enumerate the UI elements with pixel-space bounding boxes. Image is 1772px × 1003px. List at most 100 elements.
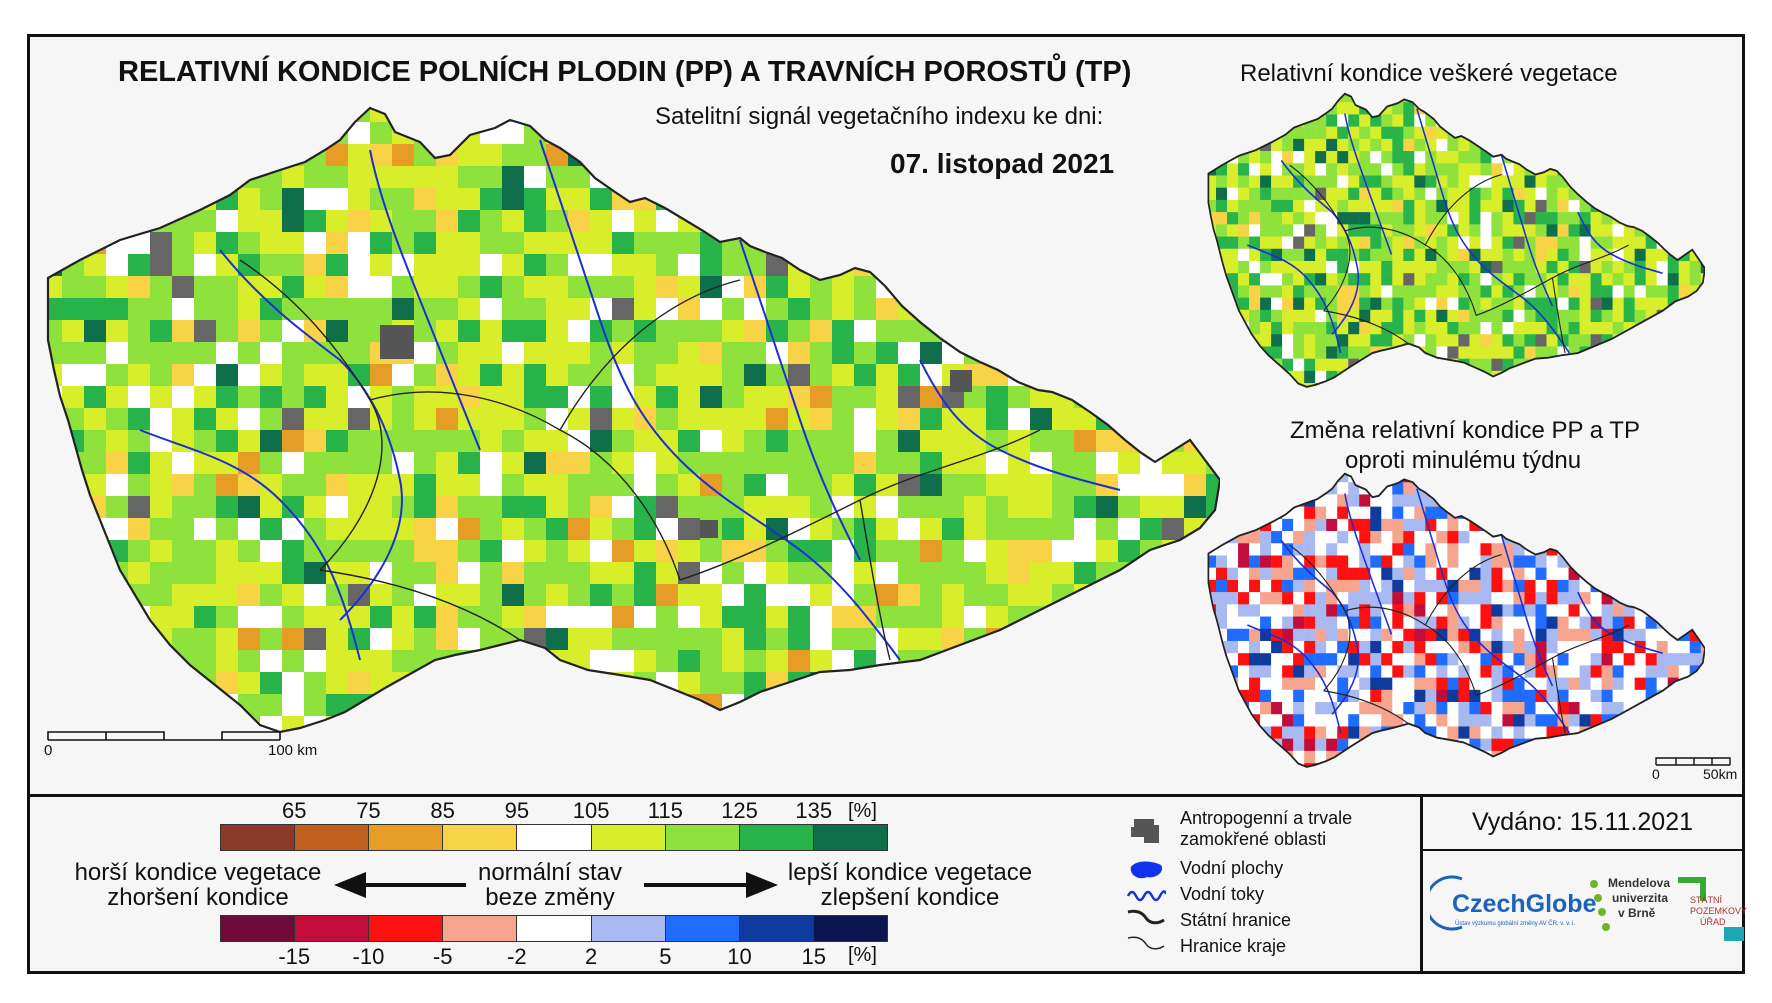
map-cell: [1359, 285, 1371, 298]
map-cell: [1293, 236, 1305, 249]
map-cell: [1458, 494, 1470, 507]
map-cell: [656, 628, 679, 651]
map-cell: [1162, 584, 1185, 607]
map-cell: [1524, 616, 1536, 629]
map-cell: [1271, 473, 1283, 483]
map-cell: [612, 108, 635, 123]
map-cell: [1271, 482, 1283, 495]
map-cell: [1502, 579, 1514, 593]
map-cell: [1337, 260, 1349, 274]
map-cell: [304, 716, 327, 732]
map-cell: [700, 342, 723, 365]
map-cell: [898, 562, 921, 585]
map-cell: [1326, 151, 1338, 164]
map-cell: [1052, 166, 1075, 189]
map-cell: [62, 364, 85, 387]
map-cell: [1425, 248, 1437, 262]
map-cell: [1162, 122, 1185, 145]
map-cell: [1271, 567, 1283, 581]
map-cell: [568, 628, 591, 651]
map-cell: [700, 254, 723, 277]
condition-swatch: [369, 825, 444, 850]
map-cell: [876, 232, 899, 255]
map-cell: [546, 364, 569, 387]
map-cell: [568, 540, 591, 563]
map-cell: [612, 518, 635, 541]
map-cell: [1260, 567, 1272, 581]
map-cell: [1052, 210, 1075, 233]
map-cell: [1414, 665, 1426, 678]
map-cell: [1436, 543, 1448, 556]
map-cell: [1052, 672, 1075, 695]
map-cell: [1216, 322, 1228, 335]
map-cell: [1667, 592, 1679, 605]
map-cell: [832, 672, 855, 695]
map-cell: [238, 232, 261, 255]
map-cell: [964, 452, 987, 475]
map-cell: [1315, 187, 1327, 201]
map-cell: [150, 408, 173, 431]
map-cell: [326, 672, 349, 695]
map-cell: [1403, 309, 1415, 323]
map-cell: [1381, 653, 1393, 666]
map-cell: [1425, 236, 1437, 249]
map-cell: [1645, 482, 1657, 495]
map-cell: [788, 716, 811, 732]
map-cell: [436, 540, 459, 563]
map-cell: [568, 364, 591, 387]
map-cell: [1238, 473, 1250, 483]
map-cell: [678, 232, 701, 255]
map-cell: [1414, 334, 1426, 347]
map-cell: [216, 540, 239, 563]
map-cell: [1348, 750, 1360, 764]
change-tick-label: -5: [432, 944, 453, 969]
map-cell: [1074, 672, 1097, 695]
map-cell: [1337, 604, 1349, 617]
map-cell: [1304, 322, 1316, 335]
map-cell: [634, 364, 657, 387]
map-cell: [1425, 763, 1437, 767]
map-cell: [678, 188, 701, 211]
map-cell: [1282, 297, 1294, 311]
map-cell: [1326, 518, 1338, 532]
map-cell: [1348, 322, 1360, 335]
map-cell: [304, 518, 327, 541]
map-cell: [1634, 163, 1646, 176]
map-cell: [1238, 273, 1250, 286]
map-cell: [1260, 592, 1272, 605]
map-cell: [810, 166, 833, 189]
better-label-1: lepší kondice vegetace: [787, 859, 1033, 886]
map-cell: [1612, 494, 1624, 507]
map-cell: [1535, 285, 1547, 298]
map-cell: [194, 364, 217, 387]
map-cell: [1184, 254, 1207, 277]
map-cell: [1392, 260, 1404, 274]
map-cell: [392, 364, 415, 387]
map-cell: [1656, 212, 1668, 225]
map-cell: [1414, 358, 1426, 372]
map-cell: [1590, 138, 1602, 152]
map-cell: [1458, 604, 1470, 617]
map-cell: [1491, 138, 1503, 152]
map-cell: [766, 166, 789, 189]
map-cell: [744, 606, 767, 629]
map-cell: [546, 562, 569, 585]
map-cell: [1590, 531, 1602, 544]
map-cell: [1623, 567, 1635, 581]
map-cell: [1282, 224, 1294, 237]
map-cell: [1678, 714, 1690, 727]
map-cell: [414, 386, 437, 409]
map-cell: [1447, 750, 1459, 764]
map-cell: [1469, 653, 1481, 666]
map-cell: [1612, 322, 1624, 335]
map-cell: [1480, 579, 1492, 593]
map-cell: [854, 584, 877, 607]
map-cell: [1700, 518, 1705, 532]
map-cell: [1315, 346, 1327, 359]
map-cell: [106, 364, 129, 387]
map-cell: [1337, 236, 1349, 249]
map-cell: [1502, 616, 1514, 629]
map-cell: [1557, 592, 1569, 605]
map-cell: [1678, 518, 1690, 532]
map-cell: [656, 474, 679, 497]
